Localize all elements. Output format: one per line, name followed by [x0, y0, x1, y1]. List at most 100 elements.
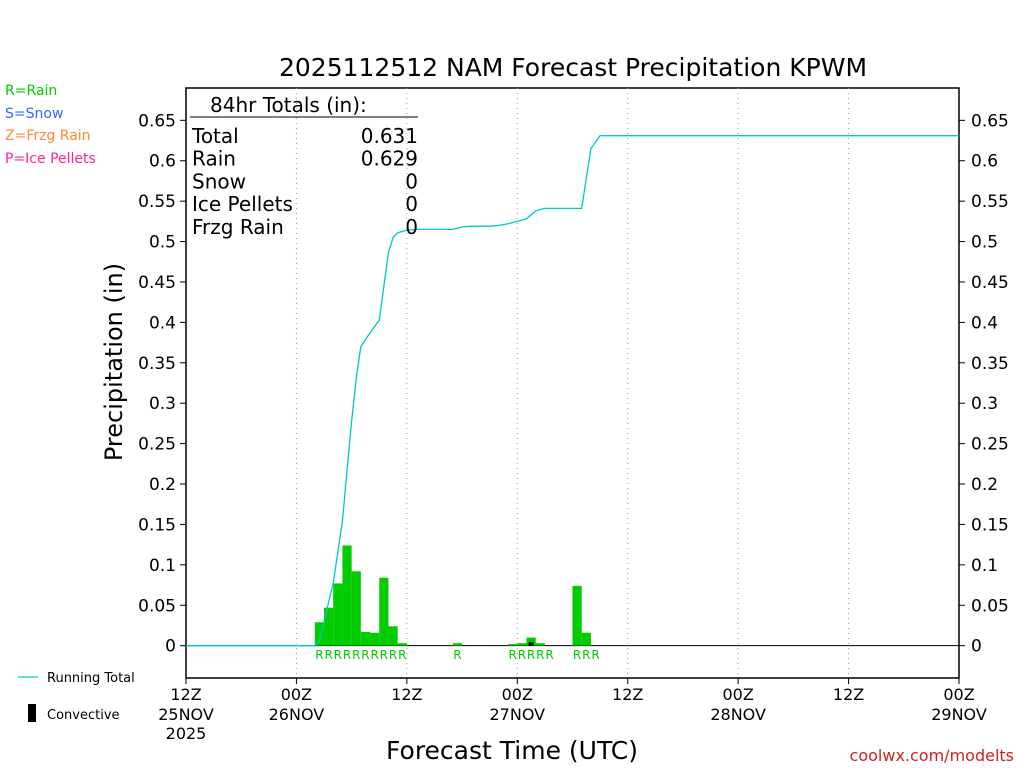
- y-axis-right: 0 0.05 0.1 0.15 0.2 0.25 0.3 0.35 0.4 0.45 0.5 0.55…: [959, 111, 1009, 657]
- x-tick-label-date: 25NOV: [158, 705, 214, 724]
- y-tick-label-left: 0.35: [138, 354, 176, 374]
- y-tick-label-right: 0: [971, 637, 982, 657]
- gridlines: [295, 88, 850, 678]
- ptype-label: R: [536, 648, 544, 662]
- ptype-label: R: [582, 648, 590, 662]
- y-tick-label-right: 0.15: [971, 515, 1009, 535]
- ptype-label: R: [389, 648, 397, 662]
- ptype-label: R: [315, 648, 323, 662]
- totals-row-label: Snow: [192, 169, 246, 193]
- convective-legend-label: Convective: [47, 708, 120, 723]
- legend-frzg-rain: Z=Frzg Rain: [5, 128, 91, 144]
- y-tick-label-left: 0.65: [138, 111, 176, 131]
- x-tick-label-date: 29NOV: [931, 705, 987, 724]
- x-axis-label: Forecast Time (UTC): [386, 736, 638, 765]
- y-tick-label-left: 0.25: [138, 435, 176, 455]
- y-tick-label-left: 0.4: [149, 313, 176, 333]
- precip-bar: [351, 571, 361, 646]
- totals-row-label: Frzg Rain: [192, 215, 284, 239]
- totals-row-label: Rain: [192, 147, 236, 171]
- precip-bar: [452, 643, 463, 646]
- precip-bar: [388, 626, 398, 646]
- precip-bar: [535, 643, 545, 646]
- running-total-legend-label: Running Total: [47, 671, 135, 686]
- totals-row-value: 0: [405, 192, 418, 216]
- totals-row-value: 0.629: [361, 147, 418, 171]
- x-tick-label-year: 2025: [166, 724, 207, 743]
- ptype-label: R: [573, 648, 581, 662]
- running-total-line: [186, 135, 959, 647]
- y-tick-label-right: 0.6: [971, 152, 998, 172]
- ptype-label: R: [591, 648, 599, 662]
- convective-bars: [528, 642, 534, 646]
- precip-bar: [379, 577, 389, 646]
- x-tick-label-date: 27NOV: [489, 705, 545, 724]
- x-tick-label-time: 12Z: [391, 685, 422, 704]
- chart-title: 2025112512 NAM Forecast Precipitation KP…: [279, 53, 867, 82]
- credit-text: coolwx.com/modelts: [850, 746, 1014, 765]
- precip-bar: [517, 643, 527, 646]
- precip-bar: [572, 585, 582, 646]
- x-tick-label-date: 28NOV: [710, 705, 766, 724]
- y-tick-label-right: 0.65: [971, 111, 1009, 131]
- y-tick-label-left: 0.15: [138, 515, 176, 535]
- totals-row-value: 0: [405, 169, 418, 193]
- precip-bar: [397, 643, 407, 646]
- y-tick-label-left: 0.1: [149, 556, 176, 576]
- y-tick-label-left: 0.6: [149, 152, 176, 172]
- y-tick-label-right: 0.35: [971, 354, 1009, 374]
- y-tick-label-left: 0.2: [149, 475, 176, 495]
- y-tick-label-right: 0.5: [971, 233, 998, 253]
- x-tick-label-time: 12Z: [170, 685, 201, 704]
- totals-row-value: 0.631: [361, 124, 418, 148]
- x-tick-label-time: 00Z: [943, 685, 974, 704]
- plot-frame: [185, 87, 960, 679]
- y-tick-label-right: 0.4: [971, 313, 998, 333]
- ptype-label: R: [453, 648, 461, 662]
- legend-rain: R=Rain: [5, 83, 57, 99]
- precip-bar: [370, 632, 380, 646]
- ptype-label: R: [361, 648, 369, 662]
- y-tick-label-right: 0.45: [971, 273, 1009, 293]
- ptype-label: R: [527, 648, 535, 662]
- y-tick-label-left: 0.3: [149, 394, 176, 414]
- precip-bar: [526, 637, 536, 646]
- ptype-label: R: [324, 648, 332, 662]
- y-axis-left: 0 0.05 0.1 0.15 0.2 0.25 0.3 0.35 0.4 0.45 0.5 0.55…: [138, 111, 186, 657]
- precip-bar: [314, 622, 325, 646]
- series-legend: Running Total Convective: [18, 671, 135, 723]
- y-tick-label-right: 0.05: [971, 596, 1009, 616]
- ptype-label: R: [380, 648, 388, 662]
- totals-box: 84hr Totals (in): Total 0.631 Rain 0.629 Sno…: [190, 93, 418, 239]
- totals-row-value: 0: [405, 215, 418, 239]
- ptype-label: R: [370, 648, 378, 662]
- precip-bar: [508, 644, 518, 646]
- ptype-label: R: [352, 648, 360, 662]
- x-tick-label-time: 00Z: [281, 685, 312, 704]
- y-tick-label-left: 0.05: [138, 596, 176, 616]
- precip-bars: [314, 545, 591, 646]
- ptype-label: R: [518, 648, 526, 662]
- precip-bar: [342, 545, 352, 646]
- legend-snow: S=Snow: [5, 106, 63, 122]
- y-tick-label-left: 0.45: [138, 273, 176, 293]
- x-tick-label-date: 26NOV: [269, 705, 325, 724]
- precip-bar: [333, 583, 343, 646]
- x-tick-label-time: 00Z: [502, 685, 533, 704]
- convective-bar: [528, 642, 534, 646]
- y-tick-label-right: 0.2: [971, 475, 998, 495]
- y-tick-label-right: 0.1: [971, 556, 998, 576]
- totals-header: 84hr Totals (in):: [210, 93, 367, 117]
- ptype-label: R: [398, 648, 406, 662]
- x-tick-label-time: 00Z: [722, 685, 753, 704]
- convective-legend-swatch: [28, 704, 36, 722]
- y-tick-label-left: 0.5: [149, 233, 176, 253]
- ptype-label: R: [334, 648, 342, 662]
- x-tick-label-time: 12Z: [833, 685, 864, 704]
- ptype-legend: R=Rain S=Snow Z=Frzg Rain P=Ice Pellets: [5, 83, 96, 167]
- y-tick-label-left: 0: [165, 637, 176, 657]
- y-tick-label-right: 0.25: [971, 435, 1009, 455]
